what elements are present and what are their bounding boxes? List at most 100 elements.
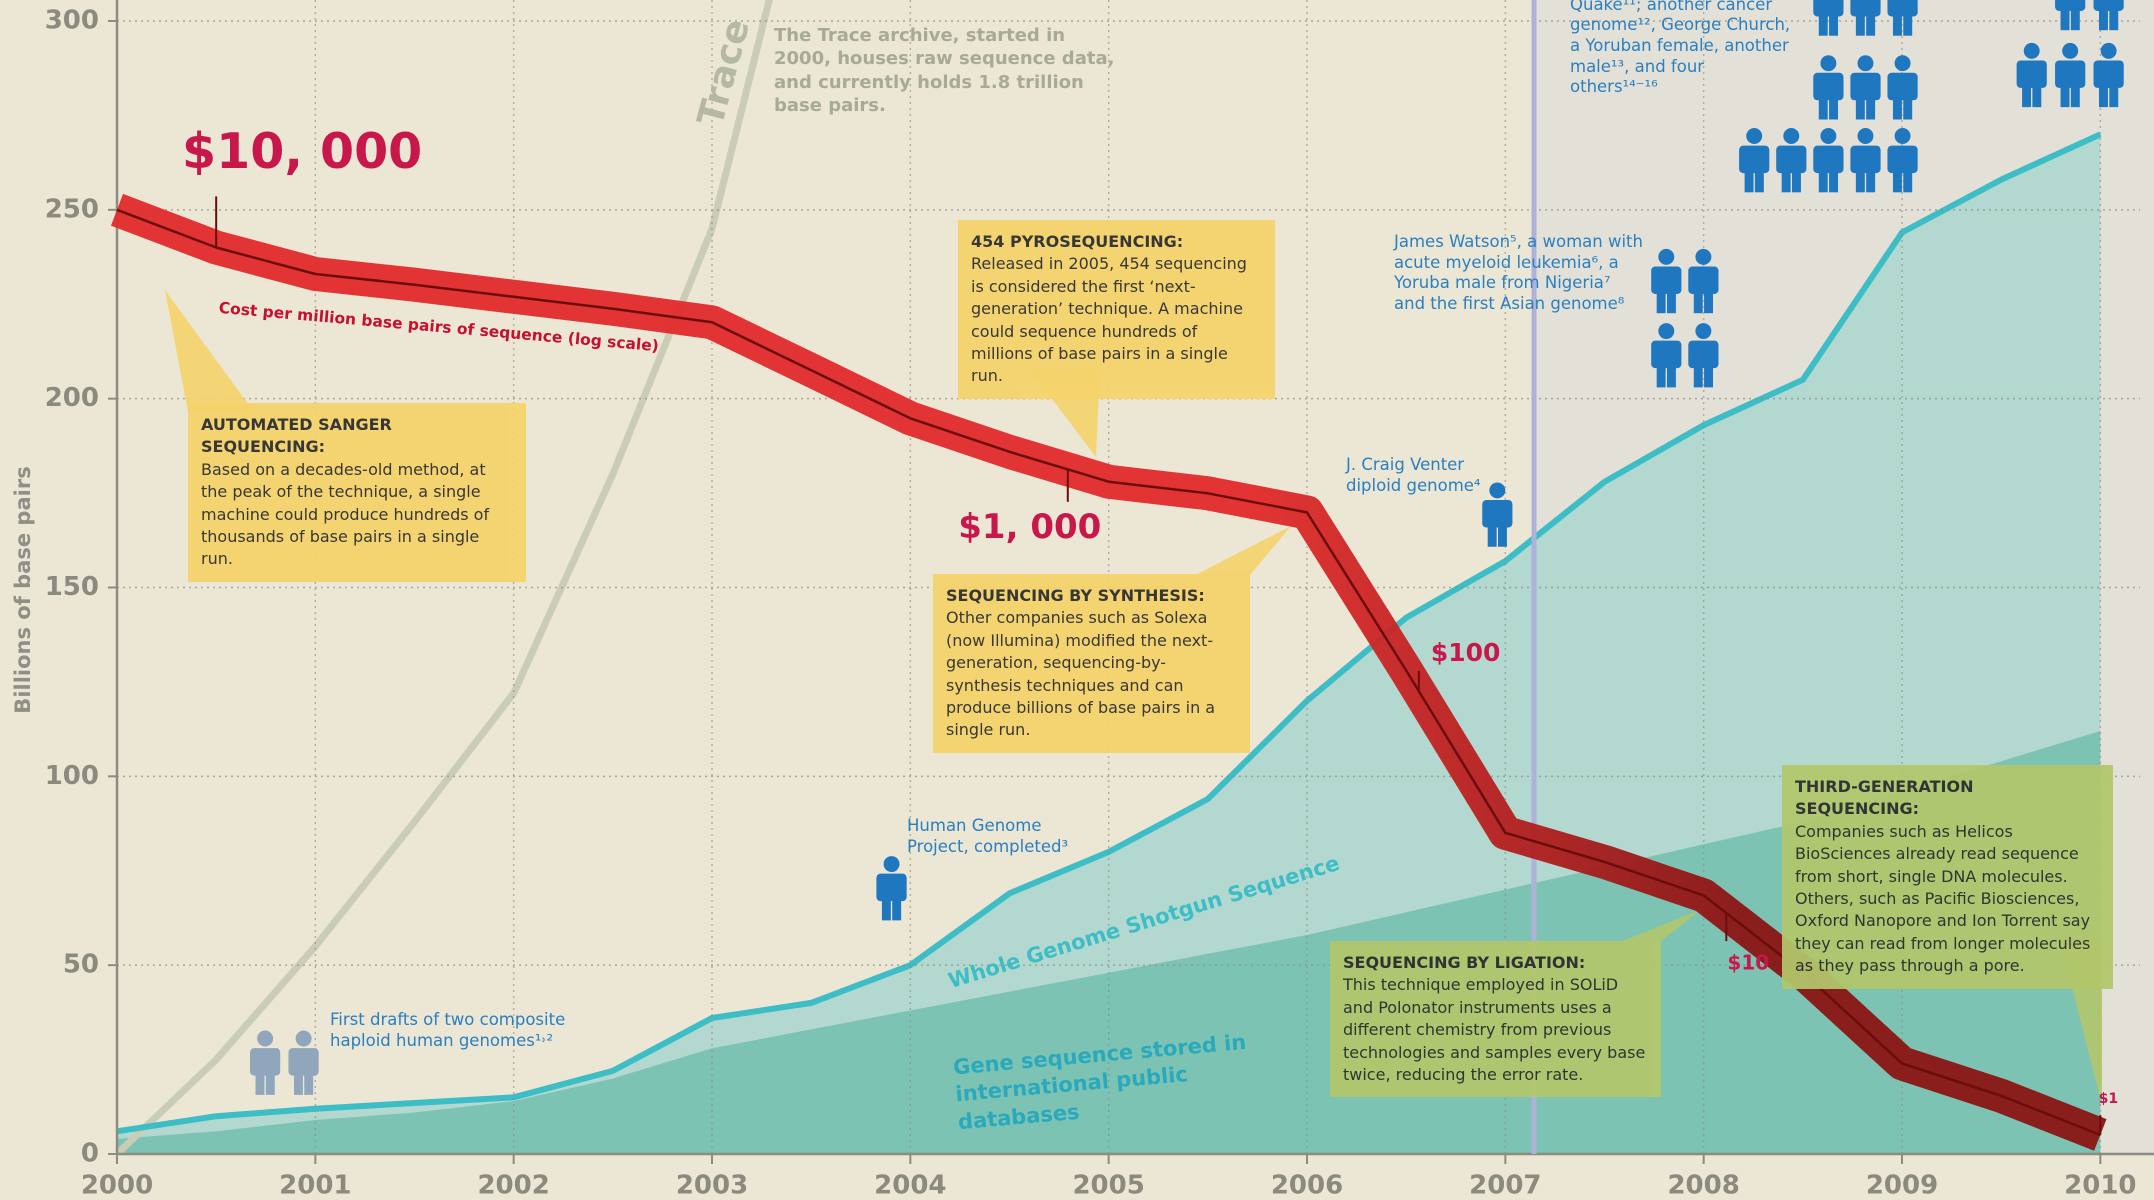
y-tick-label: 100	[45, 761, 99, 791]
annotation-box: 454 PYROSEQUENCING:Released in 2005, 454…	[958, 220, 1275, 399]
person-leg	[1782, 170, 1791, 192]
annotation-note: Seong-Jin Kim⁹˒¹⁰, Stephen Quake¹¹; anot…	[1570, 0, 1795, 98]
cost-marker-label: $10	[1727, 951, 1769, 975]
x-tick-label: 2007	[1469, 1171, 1541, 1200]
person-head	[1658, 249, 1674, 265]
person-body	[2017, 60, 2047, 87]
person-leg	[1866, 14, 1875, 36]
person-body	[1813, 146, 1843, 173]
box-text: Companies such as Helicos BioSciences al…	[1795, 821, 2100, 978]
box-text: Other companies such as Solexa (now Illu…	[946, 607, 1237, 741]
annotation-box: AUTOMATED SANGER SEQUENCING:Based on a d…	[188, 403, 526, 582]
person-leg	[1704, 365, 1713, 387]
person-leg	[2071, 85, 2080, 107]
cost-marker-label: $1	[2099, 1091, 2118, 1107]
person-leg	[1657, 291, 1666, 313]
person-head	[1658, 323, 1674, 339]
person-body	[2094, 0, 2124, 11]
x-tick-label: 2003	[676, 1171, 748, 1200]
person-body	[1813, 0, 1843, 16]
person-leg	[1819, 170, 1828, 192]
person-body	[288, 1048, 318, 1075]
person-head	[2101, 43, 2117, 59]
x-tick-label: 2005	[1072, 1171, 1144, 1200]
person-body	[1688, 341, 1718, 368]
person-leg	[1903, 170, 1912, 192]
person-leg	[2109, 8, 2118, 30]
x-tick-label: 2004	[874, 1171, 946, 1200]
person-leg	[2071, 8, 2080, 30]
person-body	[1651, 266, 1681, 293]
x-tick-label: 2006	[1271, 1171, 1343, 1200]
person-leg	[1893, 14, 1902, 36]
person-head	[884, 856, 900, 872]
person-leg	[2099, 85, 2108, 107]
person-leg	[1498, 525, 1507, 547]
x-tick-label: 2010	[2064, 1171, 2136, 1200]
person-head	[257, 1031, 273, 1047]
box-title: 454 PYROSEQUENCING:	[971, 231, 1262, 253]
person-body	[2055, 60, 2085, 87]
person-body	[1850, 73, 1880, 100]
person-leg	[2109, 85, 2118, 107]
person-head	[1820, 128, 1836, 144]
person-body	[1850, 0, 1880, 16]
person-head	[1858, 55, 1874, 71]
person-leg	[2022, 85, 2031, 107]
annotation-box: THIRD-GENERATION SEQUENCING:Companies su…	[1782, 765, 2113, 989]
person-leg	[1866, 170, 1875, 192]
person-body	[2055, 0, 2085, 11]
person-leg	[1856, 14, 1865, 36]
person-leg	[1488, 525, 1497, 547]
box-title: THIRD-GENERATION SEQUENCING:	[1795, 776, 2100, 821]
annotation-note: James Watson⁵, a woman with acute myeloi…	[1394, 232, 1644, 315]
box-text: This technique employed in SOLiD and Pol…	[1343, 974, 1648, 1086]
person-leg	[1694, 291, 1703, 313]
person-leg	[1893, 170, 1902, 192]
cost-marker-label: $10, 000	[182, 123, 422, 180]
x-tick-label: 2009	[1866, 1171, 1938, 1200]
callout-pointer	[1195, 526, 1291, 575]
y-tick-label: 0	[81, 1139, 99, 1169]
person-leg	[1819, 14, 1828, 36]
person-body	[1887, 73, 1917, 100]
x-tick-label: 2002	[477, 1171, 549, 1200]
x-tick-label: 2001	[279, 1171, 351, 1200]
y-tick-label: 200	[45, 383, 99, 413]
y-axis-label: Billions of base pairs	[11, 466, 35, 713]
person-body	[1482, 500, 1512, 527]
infographic: Billions of base pairs 0 50 100 150 200 250 30…	[0, 0, 2154, 1200]
person-leg	[2099, 8, 2108, 30]
person-leg	[2061, 8, 2070, 30]
annotation-box: SEQUENCING BY LIGATION:This technique em…	[1330, 941, 1661, 1097]
person-head	[2024, 43, 2040, 59]
person-leg	[1829, 170, 1838, 192]
y-tick-label: 150	[45, 572, 99, 602]
y-tick-label: 300	[45, 6, 99, 36]
person-icon	[288, 1031, 318, 1095]
person-head	[2062, 43, 2078, 59]
person-body	[1887, 0, 1917, 16]
person-head	[1895, 55, 1911, 71]
y-tick-label: 50	[63, 950, 99, 980]
box-title: SEQUENCING BY SYNTHESIS:	[946, 585, 1237, 607]
person-leg	[304, 1073, 313, 1095]
y-tick-label: 250	[45, 194, 99, 224]
person-leg	[1856, 170, 1865, 192]
annotation-note: First drafts of two composite haploid hu…	[330, 1010, 570, 1051]
person-leg	[1657, 365, 1666, 387]
person-leg	[1694, 365, 1703, 387]
person-leg	[1903, 98, 1912, 120]
person-leg	[1866, 98, 1875, 120]
person-leg	[1704, 291, 1713, 313]
box-text: Based on a decades-old method, at the pe…	[201, 459, 513, 571]
person-leg	[1745, 170, 1754, 192]
person-leg	[1792, 170, 1801, 192]
person-body	[1651, 341, 1681, 368]
person-head	[296, 1031, 312, 1047]
person-body	[1688, 266, 1718, 293]
person-head	[1783, 128, 1799, 144]
person-body	[1776, 146, 1806, 173]
person-body	[1813, 73, 1843, 100]
person-leg	[1829, 14, 1838, 36]
